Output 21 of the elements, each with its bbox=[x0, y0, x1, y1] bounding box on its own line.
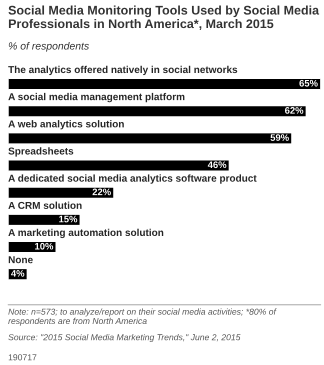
data-label: 15% bbox=[59, 216, 78, 222]
y-tick-label: A marketing automation solution bbox=[8, 228, 164, 238]
data-label: 65% bbox=[299, 80, 318, 87]
data-label: 62% bbox=[284, 107, 304, 114]
y-tick-label: The analytics offered natively in social networks bbox=[8, 66, 238, 76]
data-label: 59% bbox=[270, 134, 289, 141]
data-label: 46% bbox=[208, 161, 226, 168]
y-tick-label: A CRM solution bbox=[8, 202, 82, 209]
data-label: 4% bbox=[11, 270, 24, 277]
y-tick-label: None bbox=[8, 256, 33, 264]
chart-subtitle: % of respondents bbox=[8, 42, 89, 52]
y-tick-label: A web analytics solution bbox=[8, 120, 124, 130]
chart-title: Social Media Monitoring Tools Used by Social Media Professionals in North America*, March 2015 bbox=[8, 5, 320, 30]
y-tick-label: A social media management platform bbox=[8, 92, 184, 102]
text: 190717 bbox=[8, 354, 36, 360]
source-note: Source: "2015 Social Media Marketing Trends," June 2, 2015 bbox=[8, 334, 240, 342]
data-label: 22% bbox=[92, 188, 111, 196]
y-tick-label: Spreadsheets bbox=[8, 147, 74, 157]
y-tick-label: A dedicated social media analytics software product bbox=[8, 174, 257, 184]
data-label: 10% bbox=[35, 242, 54, 250]
text: Note: n=573; to analyze/report on their social media activities; *80% of respondents are from North America bbox=[8, 308, 277, 326]
